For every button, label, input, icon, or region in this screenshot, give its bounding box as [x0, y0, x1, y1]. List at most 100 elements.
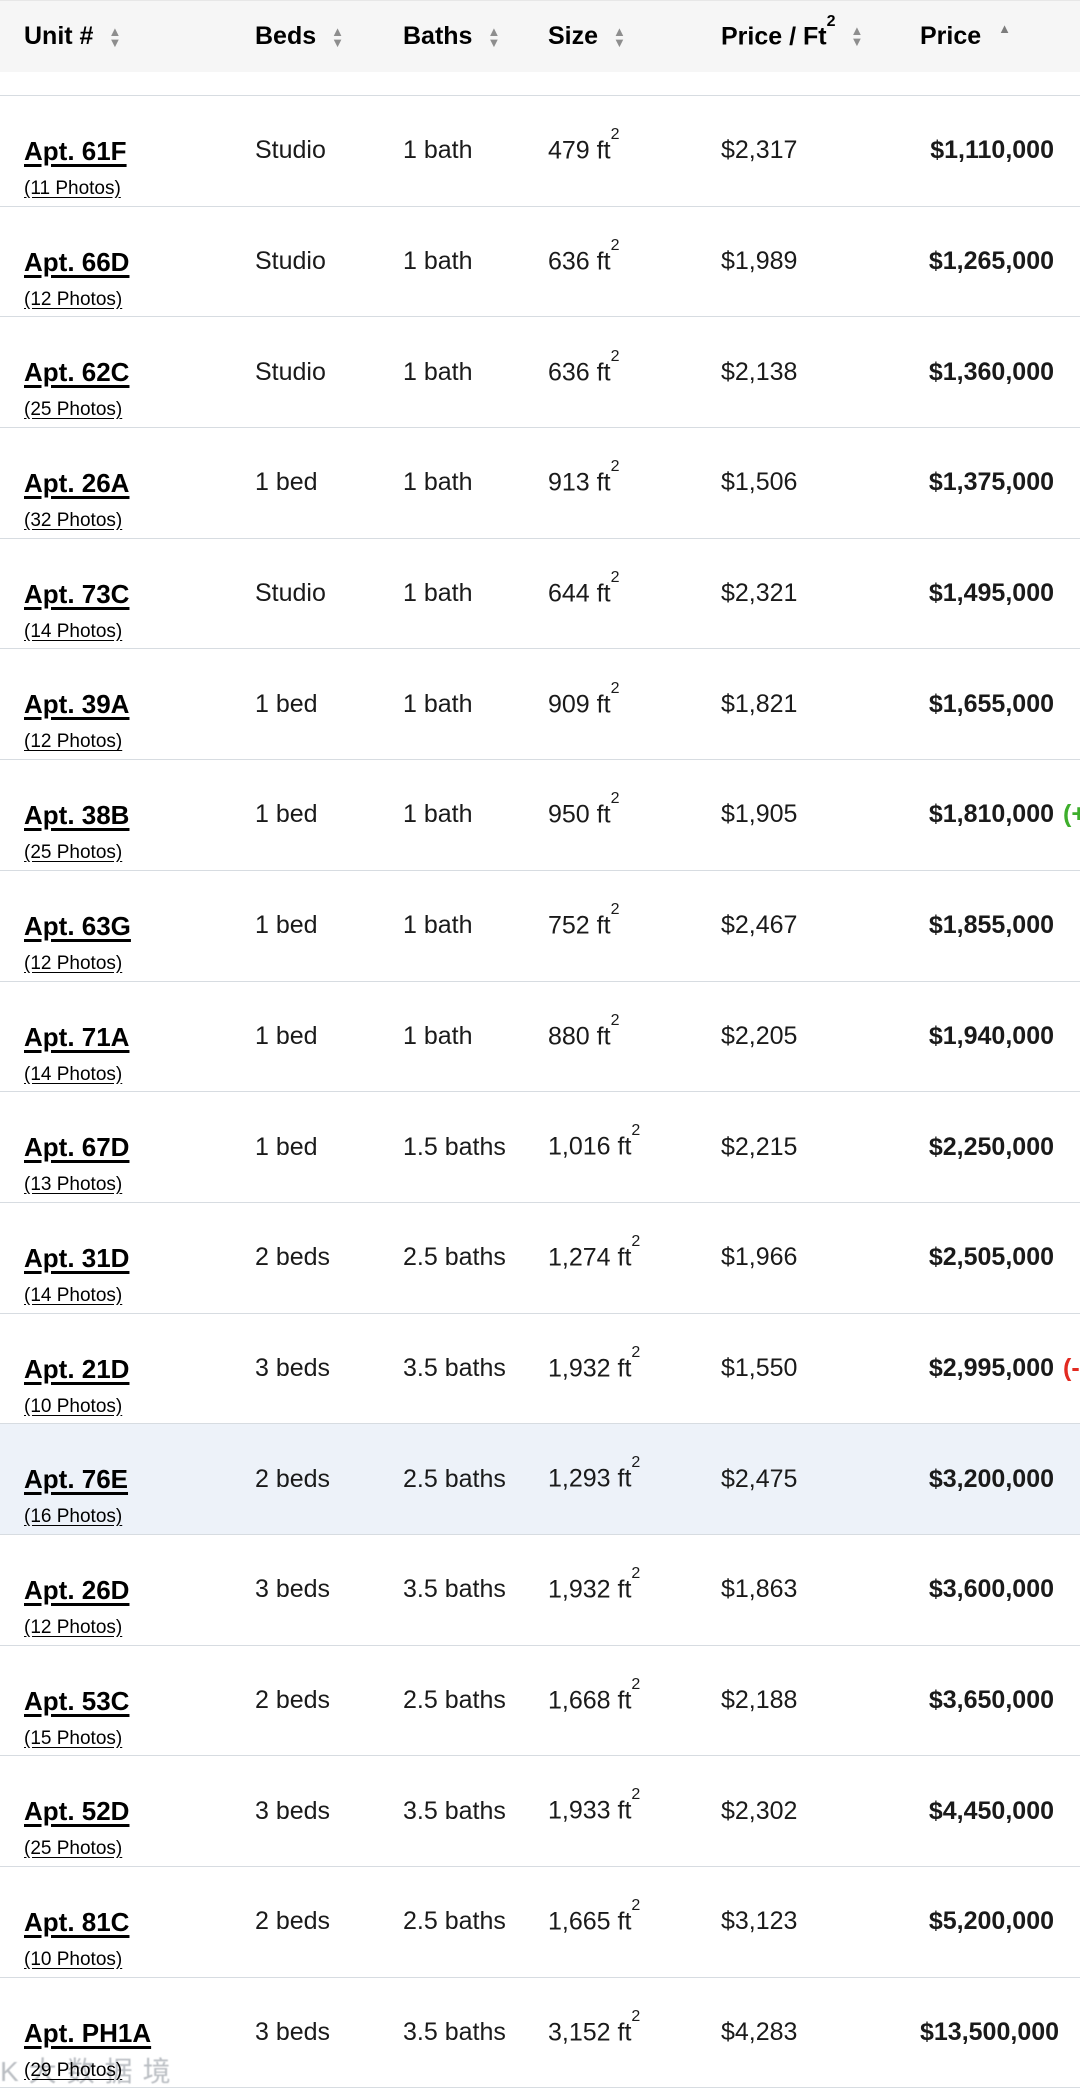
table-body: Apt. 61F (11 Photos) Studio 1 bath 479 f… — [0, 96, 1080, 2089]
size-cell: 1,665 ft2 — [548, 1897, 641, 1936]
column-header-price-per-ft[interactable]: Price / Ft2 ▲ ▼ — [721, 12, 920, 51]
price-per-ft-cell: $2,321 — [721, 579, 798, 608]
beds-cell: 3 beds — [255, 1575, 331, 1604]
beds-cell: 3 beds — [255, 2018, 331, 2047]
photos-link[interactable]: (29 Photos) — [24, 2059, 123, 2081]
unit-cell: Apt. 67D (13 Photos) — [24, 1092, 255, 1202]
column-header-price-per-ft-label: Price / Ft2 — [721, 12, 836, 51]
column-header-size-label: Size — [548, 22, 599, 50]
column-header-beds[interactable]: Beds ▲ ▼ — [255, 22, 403, 51]
size-cell: 913 ft2 — [548, 458, 620, 497]
photos-line: (10 Photos) — [24, 1946, 255, 1971]
unit-link[interactable]: Apt. 66D — [24, 246, 130, 277]
photos-link[interactable]: (12 Photos) — [24, 952, 123, 974]
unit-link[interactable]: Apt. 76E — [24, 1464, 129, 1495]
column-header-baths[interactable]: Baths ▲ ▼ — [403, 22, 548, 51]
price-value: $1,265,000 — [928, 247, 1054, 276]
unit-link[interactable]: Apt. 52D — [24, 1796, 130, 1827]
photos-link[interactable]: (14 Photos) — [24, 1063, 123, 1085]
size-cell: 636 ft2 — [548, 236, 620, 276]
baths-cell: 1 bath — [403, 579, 473, 608]
baths-cell: 3.5 baths — [403, 1575, 506, 1604]
photos-line: (13 Photos) — [24, 1171, 255, 1196]
photos-link[interactable]: (14 Photos) — [24, 620, 123, 642]
photos-line: (12 Photos) — [24, 728, 255, 753]
photos-link[interactable]: (11 Photos) — [24, 178, 121, 199]
sort-both-icon: ▲ ▼ — [331, 23, 345, 50]
price-cell: $3,650,000 — [920, 1686, 1080, 1715]
photos-link[interactable]: (16 Photos) — [24, 1506, 123, 1528]
unit-link[interactable]: Apt. 31D — [24, 1242, 130, 1273]
baths-cell: 2.5 baths — [403, 1464, 506, 1493]
table-row: Apt. 76E (16 Photos) 2 beds 2.5 baths 1,… — [0, 1424, 1080, 1535]
unit-link[interactable]: Apt. 39A — [24, 689, 130, 720]
photos-link[interactable]: (15 Photos) — [24, 1727, 123, 1749]
unit-link[interactable]: Apt. 71A — [24, 1021, 130, 1052]
size-cell: 909 ft2 — [548, 679, 620, 718]
unit-link[interactable]: Apt. 53C — [24, 1685, 130, 1716]
price-per-ft-cell: $1,905 — [721, 800, 798, 829]
column-header-size[interactable]: Size ▲ ▼ — [548, 22, 721, 51]
photos-link[interactable]: (14 Photos) — [24, 1284, 123, 1306]
unit-cell: Apt. 63G (12 Photos) — [24, 871, 255, 981]
unit-link[interactable]: Apt. 26D — [24, 1574, 130, 1605]
unit-link[interactable]: Apt. 73C — [24, 578, 130, 609]
photos-line: (11 Photos) — [24, 175, 255, 200]
price-cell: $1,495,000 — [920, 579, 1080, 608]
photos-line: (12 Photos) — [24, 1614, 255, 1639]
baths-cell: 2.5 baths — [403, 1907, 506, 1936]
photos-link[interactable]: (12 Photos) — [24, 731, 123, 753]
price-value: $3,600,000 — [928, 1575, 1054, 1604]
table-row: Apt. 63G (12 Photos) 1 bed 1 bath 752 ft… — [0, 870, 1080, 982]
baths-cell: 2.5 baths — [403, 1685, 506, 1714]
price-cell: $2,995,000 (- — [920, 1354, 1080, 1383]
photos-link[interactable]: (10 Photos) — [24, 1949, 123, 1970]
column-header-price[interactable]: Price ▲ — [920, 22, 1080, 51]
baths-cell: 3.5 baths — [403, 1796, 506, 1825]
photos-line: (16 Photos) — [24, 1503, 255, 1528]
table-row: Apt. 71A (14 Photos) 1 bed 1 bath 880 ft… — [0, 981, 1080, 1093]
price-value: $2,995,000 — [928, 1353, 1054, 1382]
unit-link[interactable]: Apt. 63G — [24, 910, 131, 941]
price-value: $2,505,000 — [928, 1243, 1054, 1272]
baths-cell: 3.5 baths — [403, 1353, 506, 1382]
price-cell: $1,110,000 — [920, 136, 1080, 165]
unit-cell: Apt. 26D (12 Photos) — [24, 1535, 255, 1645]
unit-cell: Apt. 21D (10 Photos) — [24, 1314, 255, 1424]
price-value: $1,110,000 — [930, 136, 1054, 165]
price-value: $1,810,000 — [928, 800, 1054, 829]
photos-link[interactable]: (12 Photos) — [24, 288, 123, 310]
price-per-ft-cell: $4,283 — [721, 2018, 798, 2047]
table-row: Apt. 67D (13 Photos) 1 bed 1.5 baths 1,0… — [0, 1092, 1080, 1203]
beds-cell: Studio — [255, 247, 326, 276]
unit-link[interactable]: Apt. 61F — [24, 136, 127, 166]
column-header-unit[interactable]: Unit # ▲ ▼ — [24, 22, 255, 51]
price-cell: $3,200,000 — [920, 1465, 1080, 1494]
photos-link[interactable]: (25 Photos) — [24, 842, 123, 864]
price-value: $3,200,000 — [928, 1464, 1054, 1493]
unit-link[interactable]: Apt. PH1A — [24, 2017, 152, 2048]
photos-link[interactable]: (25 Photos) — [24, 1838, 123, 1860]
photos-link[interactable]: (32 Photos) — [24, 510, 123, 532]
price-per-ft-cell: $1,821 — [721, 689, 798, 718]
unit-link[interactable]: Apt. 62C — [24, 357, 130, 388]
unit-link[interactable]: Apt. 81C — [24, 1907, 130, 1937]
photos-link[interactable]: (10 Photos) — [24, 1395, 123, 1417]
unit-link[interactable]: Apt. 21D — [24, 1353, 130, 1384]
table-row: Apt. 81C (10 Photos) 2 beds 2.5 baths 1,… — [0, 1867, 1080, 1978]
unit-cell: Apt. 38B (25 Photos) — [24, 760, 255, 870]
unit-link[interactable]: Apt. 38B — [24, 800, 130, 831]
unit-link[interactable]: Apt. 67D — [24, 1132, 130, 1163]
price-per-ft-cell: $2,205 — [721, 1021, 798, 1050]
baths-cell: 1 bath — [403, 136, 473, 165]
photos-link[interactable]: (25 Photos) — [24, 399, 123, 421]
photos-link[interactable]: (12 Photos) — [24, 1616, 123, 1638]
baths-cell: 3.5 baths — [403, 2018, 506, 2047]
price-cell: $1,265,000 — [920, 247, 1080, 276]
table-row: Apt. 39A (12 Photos) 1 bed 1 bath 909 ft… — [0, 649, 1080, 761]
size-cell: 1,932 ft2 — [548, 1565, 641, 1604]
price-cell: $1,940,000 — [920, 1022, 1080, 1051]
beds-cell: Studio — [255, 579, 326, 608]
unit-link[interactable]: Apt. 26A — [24, 468, 130, 499]
photos-link[interactable]: (13 Photos) — [24, 1174, 123, 1196]
